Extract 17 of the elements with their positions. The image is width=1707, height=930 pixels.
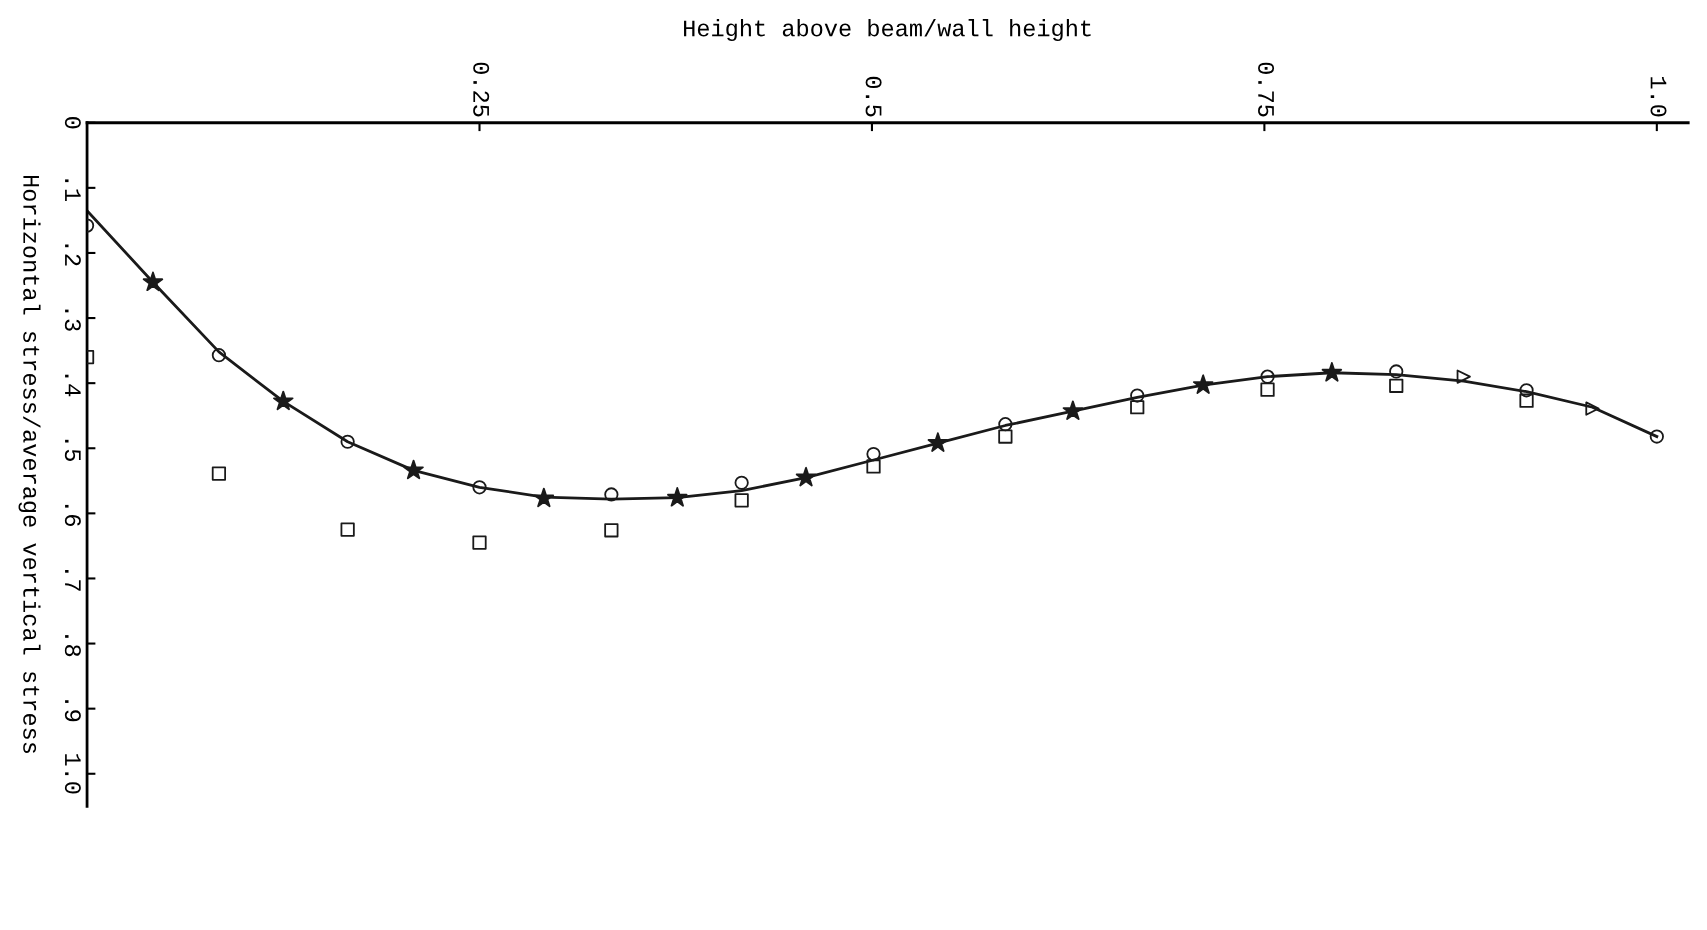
x-tick-label: 0.75 <box>1258 62 1275 117</box>
y-axis-title: Horizontal stress/average vertical stress <box>18 175 41 754</box>
y-tick-label: .4 <box>65 374 81 397</box>
y-tick-label: .1 <box>65 179 81 201</box>
y-tick-label: .8 <box>64 635 81 657</box>
y-tick-label: .2 <box>65 244 81 266</box>
y-tick-label: .6 <box>64 504 81 526</box>
x-tick-label: 1.0 <box>1650 77 1667 117</box>
y-tick-label: .9 <box>64 700 81 722</box>
x-axis-title: Height above beam/wall height <box>684 19 1091 42</box>
y-tick-label: .3 <box>64 309 81 331</box>
x-tick-label: 0.25 <box>473 62 490 117</box>
y-tick-label: .5 <box>64 439 81 461</box>
y-tick-label: 0 <box>64 117 81 129</box>
y-tick-label: .7 <box>65 570 81 591</box>
y-tick-label: 1.0 <box>64 754 81 794</box>
x-tick-label: 0.5 <box>865 76 882 117</box>
